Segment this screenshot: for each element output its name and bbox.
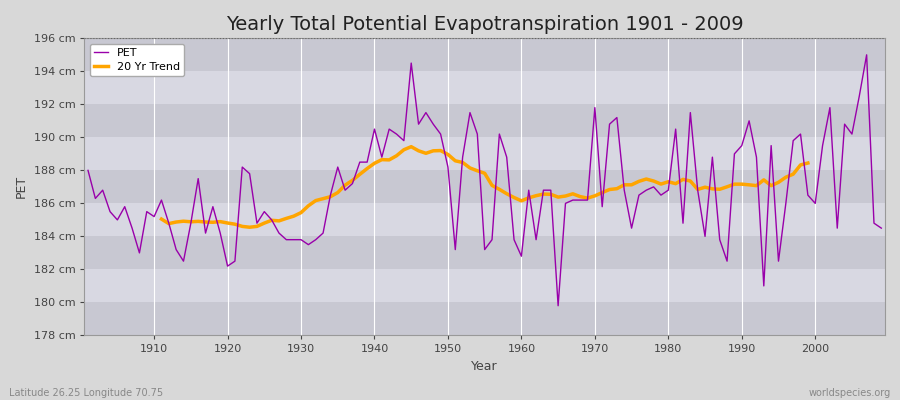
PET [516,254,526,258]
Line: 20 Yr Trend: 20 Yr Trend [161,147,808,227]
Legend: PET, 20 Yr Trend: PET, 20 Yr Trend [90,44,184,76]
X-axis label: Year: Year [472,360,498,373]
PET [861,52,872,57]
PET [611,115,622,120]
PET [83,168,94,173]
Bar [85,236,885,269]
20 Yr Trend [295,210,306,215]
20 Yr Trend [222,221,233,226]
Bar [85,170,885,203]
20 Yr Trend [420,151,431,156]
20 Yr Trend [406,144,417,149]
PET [347,181,358,186]
Bar [85,104,885,137]
PET [553,303,563,308]
Bar [85,38,885,71]
20 Yr Trend [244,225,255,230]
Bar [85,269,885,302]
PET [876,226,886,230]
Title: Yearly Total Potential Evapotranspiration 1901 - 2009: Yearly Total Potential Evapotranspiratio… [226,15,743,34]
Line: PET: PET [88,55,881,306]
20 Yr Trend [156,217,166,222]
20 Yr Trend [501,191,512,196]
Bar [85,137,885,170]
PET [303,242,314,247]
Y-axis label: PET: PET [15,175,28,198]
PET [508,237,519,242]
Text: worldspecies.org: worldspecies.org [809,388,891,398]
Bar [85,71,885,104]
20 Yr Trend [237,224,248,229]
Text: Latitude 26.25 Longitude 70.75: Latitude 26.25 Longitude 70.75 [9,388,163,398]
Bar [85,203,885,236]
20 Yr Trend [803,161,814,166]
PET [141,209,152,214]
20 Yr Trend [743,182,754,187]
Bar [85,302,885,336]
